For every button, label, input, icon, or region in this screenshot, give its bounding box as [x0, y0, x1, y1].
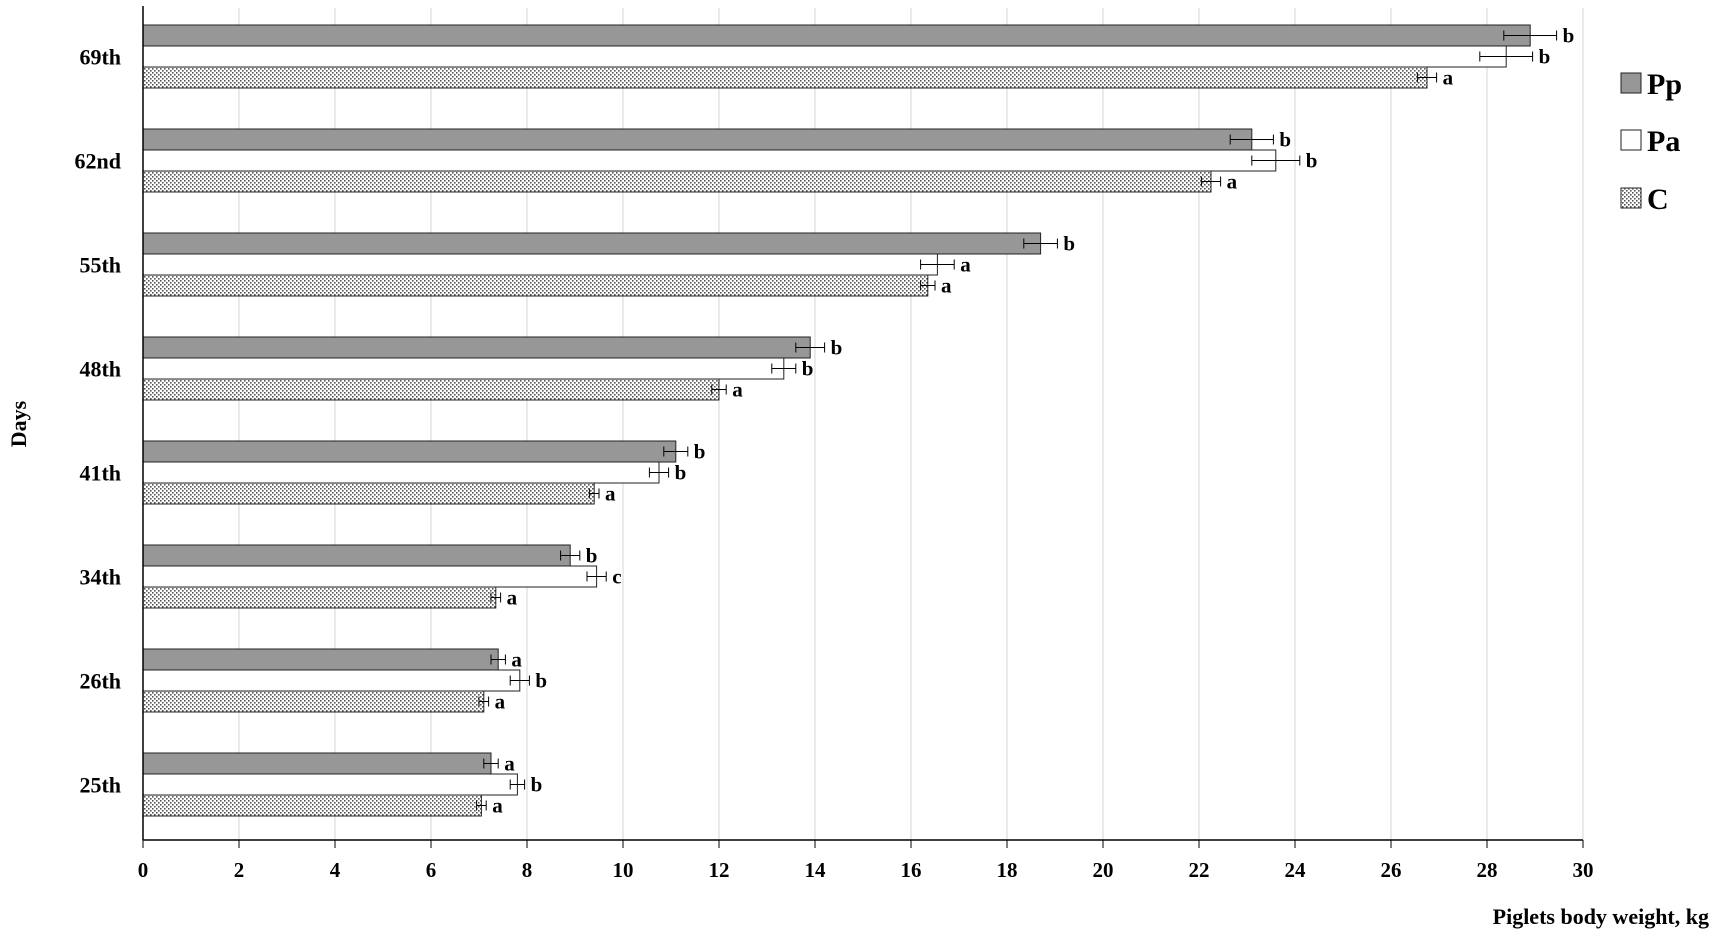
bar-pa-34th [142, 565, 598, 588]
significance-label: a [1443, 66, 1454, 90]
x-tick-label: 16 [901, 858, 922, 882]
x-tick-label: 22 [1189, 858, 1210, 882]
significance-label: b [675, 461, 687, 485]
x-tick-label: 0 [138, 858, 149, 882]
category-label: 62nd [75, 149, 121, 174]
significance-label: a [511, 648, 522, 672]
legend-label-pa: Pa [1647, 125, 1680, 158]
x-tick-label: 6 [426, 858, 437, 882]
significance-label: b [802, 357, 814, 381]
significance-label: a [504, 752, 515, 776]
bar-pa-41th [142, 461, 660, 484]
legend-label-c: C [1647, 183, 1669, 216]
legend-label-pp: Pp [1647, 68, 1682, 101]
bar-pp-69th [142, 24, 1531, 47]
x-tick-label: 10 [613, 858, 634, 882]
labels: bba69thbba62ndbaa55thbba48thbba41thbca34… [6, 24, 1709, 930]
x-tick-label: 8 [522, 858, 533, 882]
significance-label: b [1563, 24, 1575, 48]
axes [142, 6, 1584, 848]
significance-label: a [492, 794, 503, 818]
legend-swatch-pa [1620, 129, 1642, 151]
category-label: 55th [79, 253, 121, 278]
bar-c-41th [142, 482, 595, 505]
legend: Pp Pa C [1620, 68, 1682, 216]
bar-pa-26th [142, 669, 521, 692]
x-tick-label: 18 [997, 858, 1018, 882]
x-tick-label: 4 [330, 858, 341, 882]
bar-pp-25th [142, 752, 492, 775]
legend-swatch-pp [1620, 72, 1642, 94]
category-label: 69th [79, 45, 121, 70]
legend-swatch-c [1620, 187, 1642, 209]
bar-c-25th [142, 794, 482, 817]
significance-label: b [1063, 232, 1075, 256]
x-tick-label: 14 [805, 858, 827, 882]
significance-label: c [612, 565, 621, 589]
bar-c-26th [142, 690, 485, 713]
bar-pp-41th [142, 440, 677, 463]
significance-label: b [694, 440, 706, 464]
significance-label: b [1539, 45, 1551, 69]
x-tick-label: 2 [234, 858, 245, 882]
significance-label: a [732, 378, 743, 402]
significance-label: a [941, 274, 952, 298]
bar-pa-48th [142, 357, 785, 380]
bar-pp-34th [142, 544, 571, 567]
bar-pa-55th [142, 253, 938, 276]
bar-c-69th [142, 66, 1428, 89]
bar-pa-62nd [142, 149, 1277, 172]
bar-c-62nd [142, 170, 1212, 193]
category-label: 48th [79, 357, 121, 382]
significance-label: b [586, 544, 598, 568]
bars [142, 24, 1558, 817]
significance-label: b [535, 669, 547, 693]
category-label: 25th [79, 773, 121, 798]
x-tick-label: 28 [1477, 858, 1498, 882]
x-tick-label: 12 [709, 858, 730, 882]
significance-label: a [1227, 170, 1238, 194]
significance-label: b [831, 336, 843, 360]
bar-pa-25th [142, 773, 518, 796]
bar-pp-55th [142, 232, 1042, 255]
bar-c-55th [142, 274, 929, 297]
significance-label: b [1306, 149, 1318, 173]
significance-label: a [495, 690, 506, 714]
x-tick-label: 20 [1093, 858, 1114, 882]
y-axis-title: Days [6, 400, 31, 447]
x-tick-label: 24 [1285, 858, 1307, 882]
bar-pp-62nd [142, 128, 1253, 151]
category-label: 41th [79, 461, 121, 486]
bar-pp-26th [142, 648, 499, 671]
bar-pp-48th [142, 336, 811, 359]
bar-c-34th [142, 586, 497, 609]
category-label: 26th [79, 669, 121, 694]
significance-label: a [605, 482, 616, 506]
significance-label: a [507, 586, 518, 610]
significance-label: b [531, 773, 543, 797]
category-label: 34th [79, 565, 121, 590]
x-tick-label: 30 [1573, 858, 1594, 882]
bar-c-48th [142, 378, 720, 401]
x-axis-title: Piglets body weight, kg [1493, 904, 1709, 929]
significance-label: b [1279, 128, 1291, 152]
significance-label: a [960, 253, 971, 277]
bar-pa-69th [142, 45, 1507, 68]
x-tick-label: 26 [1381, 858, 1402, 882]
